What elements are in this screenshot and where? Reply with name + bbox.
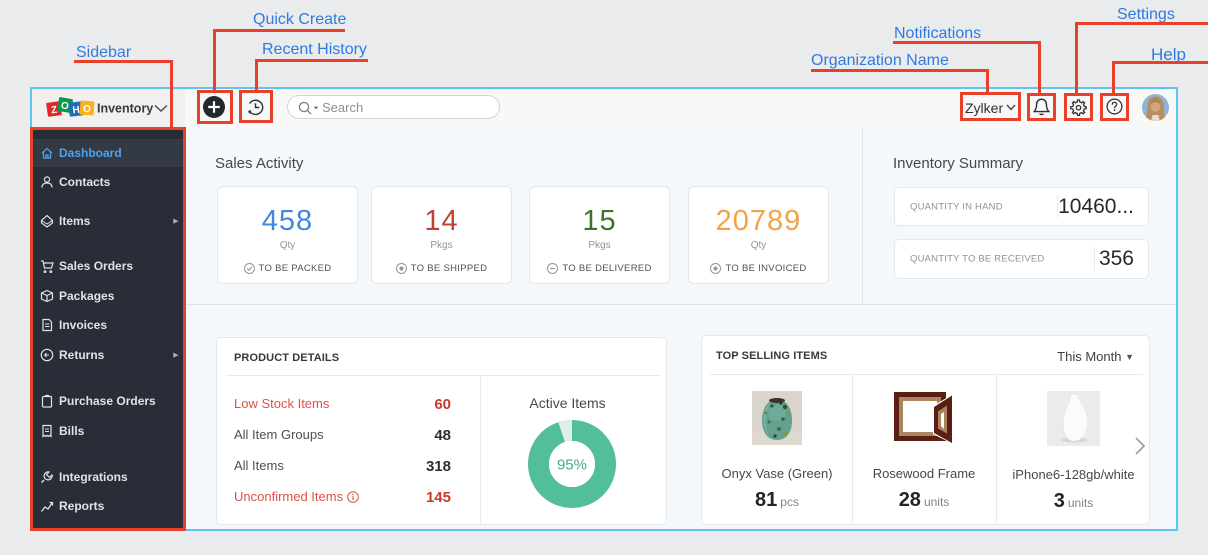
svg-text:Inventory: Inventory	[97, 102, 153, 116]
svg-text:H: H	[72, 105, 80, 117]
svg-text:Z: Z	[50, 105, 58, 117]
svg-text:O: O	[83, 104, 92, 116]
svg-text:O: O	[60, 100, 70, 112]
svg-text:95%: 95%	[557, 457, 587, 474]
